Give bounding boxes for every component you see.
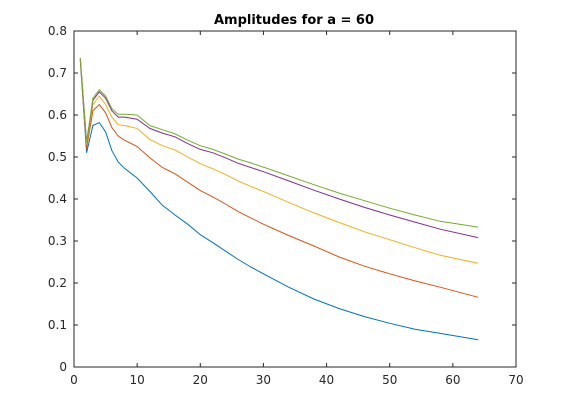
y-tick-label: 0.3 xyxy=(48,234,67,248)
y-tick-label: 0.4 xyxy=(48,192,67,206)
y-tick-label: 0.6 xyxy=(48,108,67,122)
axes-layer: 0 10 20 30 40 50 60 70 0 0.1 0.2 0.3 0.4 0.5 0.6 0.7 0.8 xyxy=(48,24,524,387)
x-tick-label: 20 xyxy=(193,373,208,387)
x-tick-label: 50 xyxy=(382,373,397,387)
x-tick-label: 60 xyxy=(445,373,460,387)
y-tick-label: 0.2 xyxy=(48,276,67,290)
series-line-4 xyxy=(79,58,479,239)
x-tick-label: 70 xyxy=(508,373,523,387)
series-line-1 xyxy=(79,60,479,341)
series-layer xyxy=(79,58,479,341)
x-tick-label: 30 xyxy=(256,373,271,387)
chart-title: Amplitudes for a = 60 xyxy=(214,13,374,28)
y-tick-label: 0.1 xyxy=(48,318,67,332)
x-tick-label: 40 xyxy=(319,373,334,387)
x-tick-label: 0 xyxy=(70,373,78,387)
y-tick-label: 0.8 xyxy=(48,24,67,38)
y-tick-label: 0.7 xyxy=(48,66,67,80)
series-line-3 xyxy=(79,58,479,264)
y-tick-label: 0.5 xyxy=(48,150,67,164)
plot-area xyxy=(74,31,516,367)
x-tick-label: 10 xyxy=(130,373,145,387)
y-tick-label: 0 xyxy=(59,360,67,374)
series-line-5 xyxy=(79,58,479,228)
series-line-2 xyxy=(79,60,479,298)
